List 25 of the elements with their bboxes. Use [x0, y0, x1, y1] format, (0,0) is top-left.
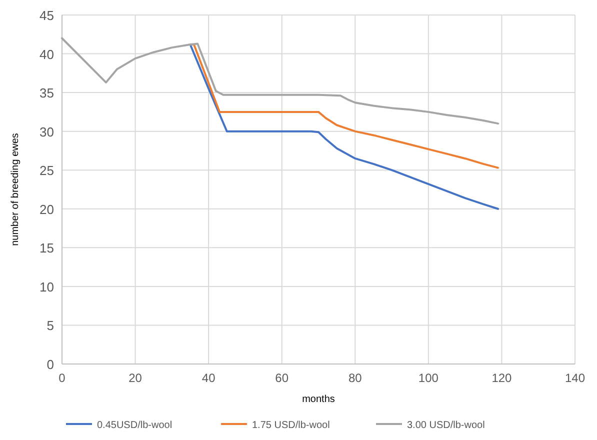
x-tick-label: 120 [492, 371, 512, 385]
y-tick-label: 0 [46, 357, 54, 372]
line-series [189, 43, 500, 210]
x-axis-title: months [302, 394, 335, 405]
x-tick-label: 40 [202, 371, 216, 385]
y-tick-label: 35 [40, 86, 54, 101]
line-series [61, 37, 500, 125]
y-tick-label: 5 [46, 318, 54, 334]
y-axis-title: number of breeding ewes [10, 133, 21, 246]
y-tick-label: 25 [40, 163, 54, 178]
y-tick-label: 15 [40, 240, 54, 256]
legend-label: 1.75 USD/lb-wool [252, 420, 330, 431]
y-tick-label: 30 [40, 124, 54, 140]
x-tick-label: 60 [275, 371, 289, 385]
x-tick-label: 80 [348, 371, 362, 385]
legend-label: 3.00 USD/lb-wool [407, 420, 485, 431]
y-tick-label: 10 [40, 279, 54, 294]
x-tick-label: 20 [128, 371, 142, 385]
y-tick-label: 45 [40, 8, 54, 23]
legend-label: 0.45USD/lb-wool [97, 420, 172, 431]
y-tick-label: 40 [40, 46, 54, 62]
y-tick-label: 20 [40, 202, 54, 217]
x-tick-label: 0 [58, 371, 66, 385]
x-tick-label: 100 [418, 371, 439, 385]
x-tick-label: 140 [564, 371, 586, 385]
